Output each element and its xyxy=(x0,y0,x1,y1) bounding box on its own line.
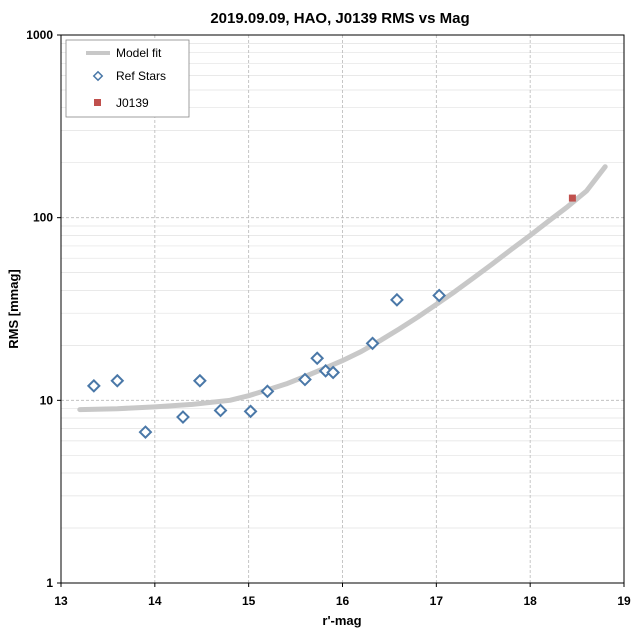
legend-j0139-swatch xyxy=(94,99,101,106)
legend: Model fit Ref Stars J0139 xyxy=(65,39,190,118)
x-axis-ticks: 13 14 15 16 17 18 19 xyxy=(54,583,631,608)
x-tick-label: 18 xyxy=(523,594,537,608)
y-axis-label: RMS [mmag] xyxy=(6,269,21,348)
ref-star-point xyxy=(86,378,101,393)
ref-star-point xyxy=(260,384,275,399)
x-tick-label: 14 xyxy=(148,594,162,608)
ref-star-point xyxy=(310,351,325,366)
legend-model-fit-label: Model fit xyxy=(116,46,162,60)
y-tick-label: 10 xyxy=(40,393,54,407)
legend-j0139-label: J0139 xyxy=(116,96,149,110)
ref-stars-points xyxy=(86,288,447,440)
j0139-point xyxy=(568,194,576,202)
ref-star-point xyxy=(390,292,404,307)
x-tick-label: 16 xyxy=(336,594,350,608)
ref-star-point xyxy=(298,372,312,387)
y-tick-label: 1 xyxy=(46,576,53,590)
ref-star-point xyxy=(110,373,125,388)
x-axis-label: r'-mag xyxy=(322,613,361,628)
j0139-points xyxy=(568,194,576,202)
y-axis-ticks: 1 10 100 1000 xyxy=(26,28,61,590)
model-fit-line xyxy=(77,164,608,413)
y-tick-label: 100 xyxy=(33,211,53,225)
legend-ref-stars-swatch xyxy=(92,70,104,82)
model-fit-line-group xyxy=(77,164,608,413)
ref-star-point xyxy=(192,373,207,388)
ref-star-point xyxy=(432,288,447,303)
ref-star-point xyxy=(176,410,190,424)
x-tick-label: 15 xyxy=(242,594,256,608)
ref-star-point xyxy=(138,425,153,440)
ref-star-point xyxy=(243,404,258,419)
chart-title: 2019.09.09, HAO, J0139 RMS vs Mag xyxy=(210,10,469,27)
ref-star-point xyxy=(213,403,228,418)
x-tick-label: 19 xyxy=(617,594,631,608)
legend-ref-stars-label: Ref Stars xyxy=(116,69,166,83)
y-tick-label: 1000 xyxy=(26,28,53,42)
x-tick-label: 13 xyxy=(54,594,68,608)
x-tick-label: 17 xyxy=(430,594,444,608)
ref-star-point xyxy=(365,336,380,351)
ref-star-point xyxy=(326,365,341,380)
